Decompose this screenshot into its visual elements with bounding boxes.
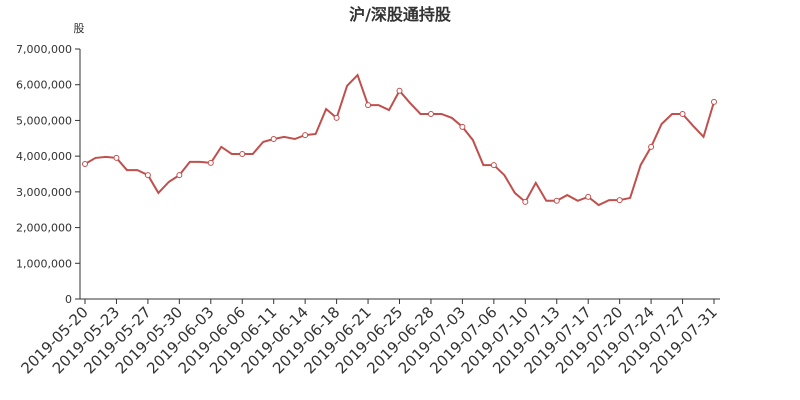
point [270, 136, 277, 142]
point [585, 193, 592, 200]
y-tick-label: 2,000,000 [16, 222, 72, 235]
y-tick-label: 1,000,000 [16, 257, 72, 270]
point [82, 161, 88, 167]
point [427, 111, 434, 117]
point [144, 172, 151, 179]
point [207, 159, 214, 166]
point [113, 154, 120, 161]
point [553, 197, 560, 204]
point [490, 162, 497, 169]
point [522, 198, 529, 205]
y-tick-label: 5,000,000 [16, 114, 72, 127]
point [333, 114, 340, 121]
point [302, 132, 309, 139]
point [616, 197, 623, 204]
point [239, 151, 246, 157]
chart-title: 沪/深股通持股 [349, 5, 452, 24]
y-tick-label: 6,000,000 [16, 79, 72, 92]
y-tick-label: 7,000,000 [16, 43, 72, 56]
line [84, 73, 715, 207]
point [679, 111, 686, 117]
point [648, 143, 655, 150]
y-tick-label: 4,000,000 [16, 150, 72, 163]
point [365, 102, 372, 109]
point [176, 172, 183, 179]
point [711, 98, 717, 105]
point [396, 87, 403, 94]
point [459, 123, 466, 130]
y-tick-label: 0 [65, 293, 72, 306]
y-tick-label: 3,000,000 [16, 186, 72, 199]
y-axis-label: 股 [74, 22, 85, 35]
